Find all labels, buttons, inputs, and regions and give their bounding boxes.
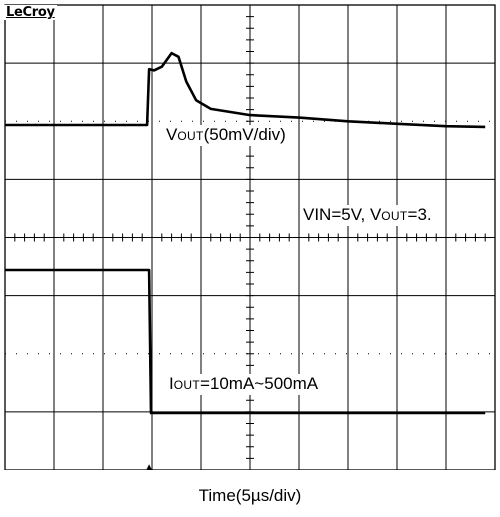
- trace-vout: [5, 51, 486, 129]
- conditions-annotation: VIN=5V, VOUT=3.: [300, 205, 435, 226]
- x-axis-label: Time(5µs/div): [198, 486, 302, 505]
- iout-annotation: IOUT=10mA~500mA: [166, 374, 322, 395]
- oscilloscope-screen: ▲ LeCroy VOUT(50mV/div) VIN=5V, VOUT=3. …: [4, 4, 496, 470]
- trigger-marker-icon: ▲: [146, 463, 153, 470]
- vout-annotation: VOUT(50mV/div): [163, 125, 289, 146]
- brand-logo: LeCroy: [4, 5, 57, 20]
- trace-iout: [5, 268, 486, 415]
- scope-plot: ▲: [4, 4, 496, 470]
